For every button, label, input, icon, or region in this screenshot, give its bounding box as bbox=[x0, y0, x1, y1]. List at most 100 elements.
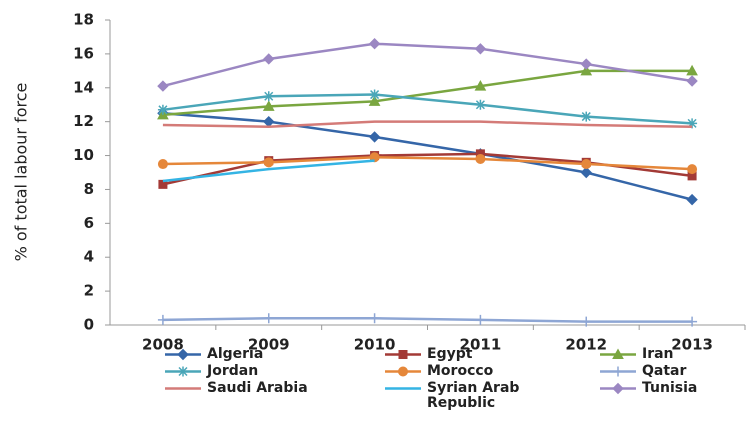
x-tick-label: 2011 bbox=[460, 336, 502, 354]
marker bbox=[369, 313, 380, 324]
x-tick-label: 2013 bbox=[671, 336, 713, 354]
legend-entry: Morocco bbox=[385, 364, 537, 379]
legend-entry: Qatar bbox=[600, 364, 747, 379]
legend-swatch bbox=[165, 387, 201, 390]
marker bbox=[157, 104, 168, 115]
y-tick-label: 16 bbox=[73, 44, 94, 62]
marker bbox=[263, 157, 274, 168]
marker bbox=[687, 316, 698, 327]
series bbox=[162, 159, 375, 183]
marker bbox=[686, 193, 698, 206]
marker bbox=[687, 118, 698, 129]
y-tick-label: 18 bbox=[73, 11, 94, 29]
marker bbox=[398, 350, 408, 359]
marker bbox=[580, 58, 592, 70]
x-tick-label: 2010 bbox=[354, 336, 396, 354]
marker bbox=[686, 75, 698, 87]
marker bbox=[581, 111, 592, 122]
legend-label: Tunisia bbox=[642, 380, 698, 396]
line bbox=[162, 120, 693, 129]
legend-label: Syrian Arab Republic bbox=[427, 380, 520, 411]
marker bbox=[474, 80, 487, 91]
marker bbox=[581, 159, 592, 170]
y-tick-label: 14 bbox=[73, 78, 94, 96]
x-tick-label: 2008 bbox=[142, 336, 184, 354]
series bbox=[162, 120, 693, 129]
marker bbox=[580, 64, 593, 76]
marker bbox=[612, 348, 624, 359]
legend-entry: Jordan bbox=[165, 364, 317, 379]
marker bbox=[613, 366, 623, 377]
legend-label: Saudi Arabia bbox=[207, 380, 308, 396]
marker bbox=[263, 313, 274, 324]
marker bbox=[263, 53, 275, 65]
marker bbox=[612, 382, 624, 395]
x-tick-label: 2009 bbox=[248, 336, 290, 354]
marker bbox=[178, 366, 188, 377]
legend-swatch bbox=[165, 348, 201, 361]
legend-swatch bbox=[600, 366, 636, 377]
marker bbox=[157, 314, 168, 325]
legend-label: Egypt bbox=[427, 346, 473, 362]
marker bbox=[369, 89, 380, 100]
marker bbox=[686, 64, 698, 76]
line bbox=[162, 93, 693, 125]
legend-entry: Syrian Arab Republic bbox=[385, 381, 537, 411]
line bbox=[162, 69, 693, 117]
marker bbox=[474, 43, 487, 55]
legend-entry: Tunisia bbox=[600, 381, 747, 396]
legend-label: Iran bbox=[642, 346, 674, 362]
marker bbox=[687, 164, 698, 175]
legend-swatch bbox=[600, 348, 636, 359]
series bbox=[157, 89, 698, 129]
marker bbox=[368, 38, 381, 50]
series bbox=[158, 149, 697, 189]
marker bbox=[177, 348, 189, 361]
line bbox=[162, 155, 693, 171]
legend-entry: Saudi Arabia bbox=[165, 381, 317, 396]
series bbox=[157, 313, 698, 327]
marker bbox=[475, 99, 486, 110]
legend-label: Jordan bbox=[207, 363, 259, 379]
legend-swatch bbox=[165, 366, 201, 377]
marker bbox=[263, 91, 274, 102]
x-tick-label: 2012 bbox=[565, 336, 607, 354]
legend-swatch bbox=[385, 350, 421, 359]
marker bbox=[581, 316, 592, 327]
y-tick-label: 8 bbox=[84, 180, 94, 198]
series bbox=[157, 64, 698, 120]
y-tick-label: 0 bbox=[84, 316, 94, 334]
marker bbox=[475, 314, 486, 325]
marker bbox=[475, 153, 486, 164]
y-tick-label: 6 bbox=[84, 214, 94, 232]
legend-swatch bbox=[385, 387, 421, 390]
legend-label: Algeria bbox=[207, 346, 264, 362]
line bbox=[162, 159, 375, 183]
legend-swatch bbox=[385, 366, 421, 377]
y-tick-label: 12 bbox=[73, 112, 94, 130]
line bbox=[162, 111, 693, 201]
legend-label: Morocco bbox=[427, 363, 494, 379]
marker bbox=[263, 115, 275, 128]
line bbox=[162, 42, 693, 88]
legend-swatch bbox=[600, 382, 636, 395]
marker bbox=[157, 159, 168, 170]
marker bbox=[580, 166, 592, 179]
y-tick-label: 4 bbox=[84, 248, 94, 266]
y-tick-label: 2 bbox=[84, 282, 94, 300]
series bbox=[157, 152, 698, 175]
legend-entry: Algeria bbox=[165, 347, 317, 362]
marker bbox=[368, 131, 381, 143]
y-tick-label: 10 bbox=[73, 146, 94, 164]
marker bbox=[398, 366, 408, 377]
legend-label: Qatar bbox=[642, 363, 687, 379]
legend-entry: Egypt bbox=[385, 347, 537, 362]
line bbox=[162, 316, 693, 323]
series bbox=[157, 38, 698, 92]
y-axis-label: % of total labour force bbox=[12, 83, 31, 262]
marker bbox=[368, 95, 381, 106]
marker bbox=[262, 100, 275, 111]
marker bbox=[157, 80, 169, 92]
